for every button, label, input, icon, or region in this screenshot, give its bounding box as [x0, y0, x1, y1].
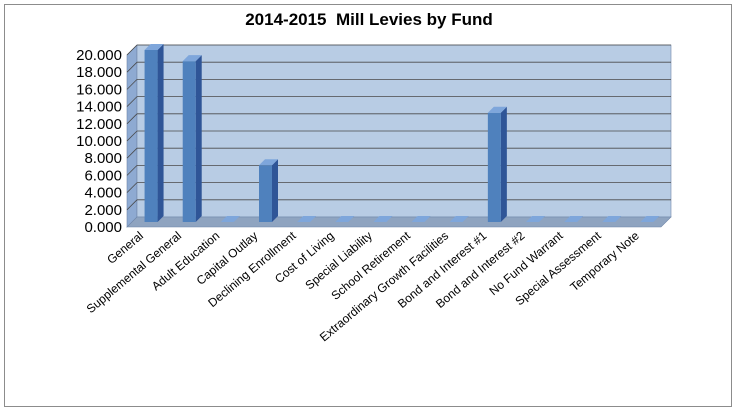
gridline-side — [126, 165, 138, 176]
chart-frame: 0.000 2.000 4.000 6.000 8.000 10.000 12.000 14.… — [4, 4, 732, 407]
bar-front — [259, 165, 272, 222]
bar — [564, 216, 584, 222]
x-tick-label: Temporary Note — [567, 228, 642, 294]
y-tick-label: 10.000 — [76, 133, 122, 150]
bar-top — [640, 216, 660, 222]
gridline-side — [126, 113, 138, 125]
bar-side — [500, 106, 507, 222]
bar-top — [487, 106, 507, 113]
gridlines — [126, 44, 671, 211]
gridline-side — [126, 199, 138, 211]
gridline-side — [126, 147, 138, 159]
bar-top — [526, 216, 545, 222]
bar-top — [297, 216, 317, 222]
bar — [220, 216, 240, 222]
y-axis: 0.0002.0004.0006.0008.00010.00012.00014.… — [76, 47, 122, 236]
y-tick-label: 14.000 — [76, 99, 122, 116]
bars — [144, 44, 660, 223]
y-tick-label: 6.000 — [84, 167, 122, 184]
bar-top — [182, 55, 202, 62]
bar-top — [373, 216, 393, 222]
gridline-side — [126, 61, 138, 73]
bar-top — [449, 216, 469, 222]
bar-top — [259, 159, 278, 166]
gridline-side — [126, 182, 138, 193]
chart-title: 2014-2015 Mill Levies by Fund — [245, 10, 493, 29]
gridline-side — [126, 130, 138, 142]
chart: 0.0002.0004.0006.0008.00010.00012.00014.… — [76, 10, 672, 344]
bar — [182, 55, 202, 223]
gridline-side — [126, 44, 138, 56]
y-tick-label: 0.000 — [84, 219, 122, 236]
bar — [602, 216, 622, 222]
bar — [373, 216, 393, 222]
bar-top — [411, 216, 431, 222]
bar — [259, 159, 278, 222]
gridline-side — [126, 96, 138, 107]
y-tick-label: 20.000 — [76, 47, 122, 64]
bar-front — [144, 50, 158, 222]
bar — [144, 44, 164, 222]
bar — [449, 216, 469, 222]
y-tick-label: 16.000 — [76, 81, 122, 98]
y-tick-label: 8.000 — [84, 150, 122, 167]
bar-side — [272, 159, 278, 222]
bar — [640, 216, 660, 222]
bar-top — [144, 44, 164, 50]
bar-top — [335, 216, 355, 222]
bar — [411, 216, 431, 222]
bar — [487, 106, 507, 222]
bar-front — [182, 61, 196, 223]
bar-side — [157, 44, 164, 222]
floor — [126, 216, 672, 228]
y-tick-label: 4.000 — [84, 185, 122, 202]
bar-side — [195, 55, 202, 223]
bar-top — [220, 216, 240, 222]
gridline-side — [126, 79, 138, 90]
y-tick-label: 2.000 — [84, 202, 122, 219]
bar — [335, 216, 355, 222]
y-tick-label: 18.000 — [76, 64, 122, 81]
bar — [526, 216, 545, 222]
bar-front — [487, 112, 501, 222]
y-tick-label: 12.000 — [76, 116, 122, 133]
bar-top — [602, 216, 622, 222]
bar-top — [564, 216, 584, 222]
bar — [297, 216, 317, 222]
x-tick-label: Adult Education — [149, 229, 222, 294]
